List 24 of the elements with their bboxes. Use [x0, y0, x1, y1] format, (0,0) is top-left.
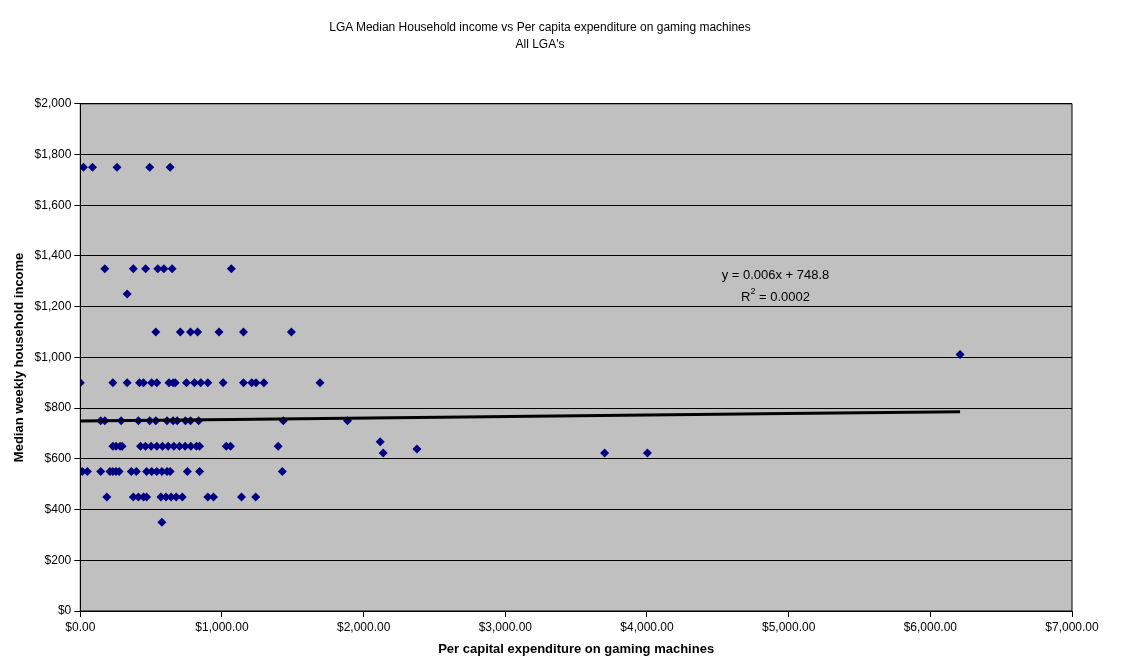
y-tick-label: $800 — [44, 400, 72, 415]
x-tick-label: $6,000.00 — [903, 619, 958, 634]
y-tick-label: $600 — [44, 451, 72, 466]
x-tick-label: $1,000.00 — [195, 619, 249, 634]
chart-title: LGA Median Household income vs Per capita expenditure on gaming machines — [329, 19, 751, 34]
x-tick-label: $5,000.00 — [761, 619, 816, 634]
y-tick-label: $1,800 — [34, 146, 72, 161]
y-tick-label: $400 — [44, 501, 72, 516]
x-axis-title: Per capital expenditure on gaming machines — [438, 640, 715, 656]
y-tick-label: $200 — [44, 552, 72, 567]
y-tick-label: $0 — [57, 603, 72, 618]
chart-subtitle: All LGA's — [515, 36, 565, 51]
x-tick-label: $2,000.00 — [336, 619, 391, 634]
x-tick-label: $0.00 — [65, 619, 96, 634]
x-tick-label: $7,000.00 — [1045, 619, 1100, 634]
y-tick-label: $1,400 — [34, 248, 72, 263]
x-tick-label: $3,000.00 — [478, 619, 533, 634]
y-tick-label: $1,000 — [34, 349, 72, 364]
y-tick-label: $2,000 — [34, 96, 72, 111]
y-tick-label: $1,200 — [34, 298, 72, 313]
x-tick-label: $4,000.00 — [620, 619, 674, 634]
y-axis-title: Median weekly household income — [11, 252, 27, 463]
y-tick-label: $1,600 — [34, 197, 72, 212]
annotation: y = 0.006x + 748.8 — [721, 267, 830, 283]
